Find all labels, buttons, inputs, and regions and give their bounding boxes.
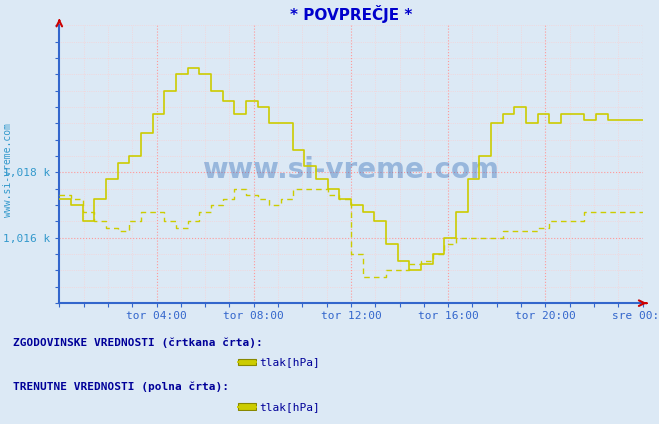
Title: * POVPREČJE *: * POVPREČJE * <box>290 5 412 23</box>
Text: ZGODOVINSKE VREDNOSTI (črtkana črta):: ZGODOVINSKE VREDNOSTI (črtkana črta): <box>13 337 263 348</box>
Bar <box>239 403 256 410</box>
Text: tlak[hPa]: tlak[hPa] <box>259 357 320 367</box>
Text: tlak[hPa]: tlak[hPa] <box>259 402 320 412</box>
Text: TRENUTNE VREDNOSTI (polna črta):: TRENUTNE VREDNOSTI (polna črta): <box>13 382 229 392</box>
Text: www.si-vreme.com: www.si-vreme.com <box>3 123 13 217</box>
Bar <box>239 359 256 365</box>
Text: www.si-vreme.com: www.si-vreme.com <box>202 156 500 184</box>
